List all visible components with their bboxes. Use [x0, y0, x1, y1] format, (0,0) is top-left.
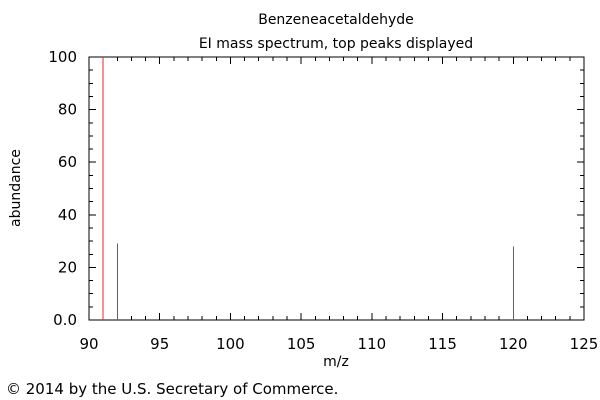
plot-frame [88, 56, 585, 321]
x-tick-label: 100 [216, 335, 245, 353]
x-tick-label: 125 [570, 335, 599, 353]
x-tick-label: 95 [150, 335, 169, 353]
y-tick-label: 60 [58, 153, 77, 171]
copyright-notice: © 2014 by the U.S. Secretary of Commerce… [6, 380, 339, 398]
x-tick-label: 115 [428, 335, 457, 353]
y-tick-label: 0.0 [53, 311, 77, 329]
axes-group: 90 95 100 105 110 115 120 125 0.0 20 40 60 80 100 [48, 48, 598, 353]
chart-subtitle: EI mass spectrum, top peaks displayed [199, 36, 473, 52]
x-tick-label: 105 [287, 335, 316, 353]
peaks-group [102, 57, 514, 320]
y-tick-label: 40 [58, 206, 77, 224]
x-tick-label: 120 [499, 335, 528, 353]
x-tick-label: 90 [79, 335, 98, 353]
x-axis-label: m/z [323, 354, 349, 370]
y-axis-label: abundance [8, 149, 24, 227]
x-tick-label: 110 [358, 335, 387, 353]
y-tick-label: 20 [58, 258, 77, 276]
chart-title: Benzeneacetaldehyde [258, 12, 414, 28]
y-tick-label: 100 [48, 48, 77, 66]
y-tick-label: 80 [58, 101, 77, 119]
